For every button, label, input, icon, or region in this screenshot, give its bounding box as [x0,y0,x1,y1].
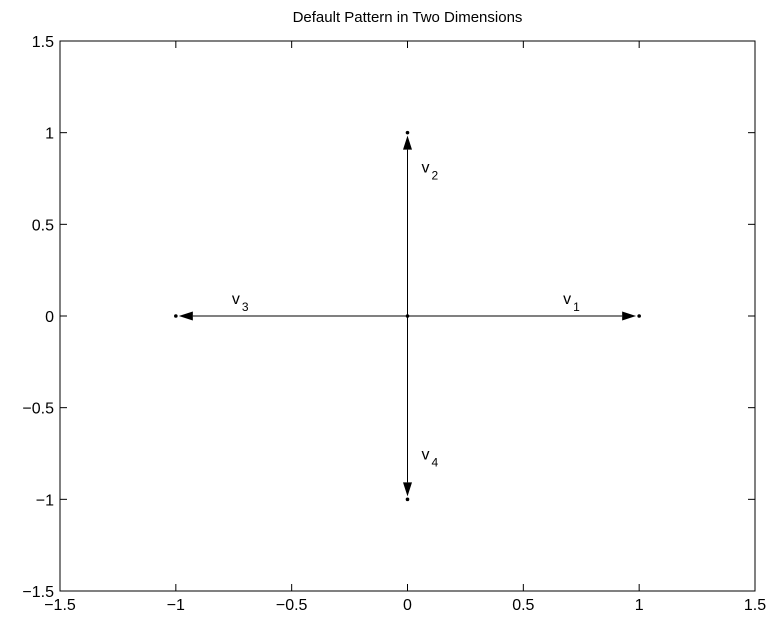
x-tick-label: 1 [635,597,644,614]
vector-label-name: v [232,291,240,308]
vector-label-name: v [422,160,430,177]
vector-endpoint [406,131,410,135]
vector-endpoint [174,314,178,318]
y-tick-label: 1.5 [32,34,54,51]
vectors: v 1v 2v 3v 4 [174,131,641,501]
x-tick-label: 1.5 [744,597,766,614]
vector-arrowhead [403,136,412,150]
y-tick-label: 0 [45,309,54,326]
vector-endpoint [637,314,641,318]
y-tick-label: 1 [45,126,54,143]
vector-label-name: v [422,446,430,463]
vector-arrowhead [403,482,412,496]
vector-label-subscript: 1 [573,300,580,314]
tick-labels: −1.5 −1 −0.5 0 0.5 1 1.5−1.5−1−0.500.511.5 [22,34,766,614]
vector-arrowhead [179,312,193,321]
vector-label-subscript: 2 [432,169,439,183]
vector-endpoint [406,498,410,502]
x-tick-label: −1 [167,597,185,614]
x-tick-label: 0.5 [512,597,534,614]
y-tick-label: −0.5 [22,401,54,418]
y-tick-label: −1 [36,492,54,509]
vector-label-subscript: 3 [242,300,249,314]
vector-label-name: v [563,291,571,308]
x-tick-label: 0 [403,597,412,614]
vector-arrowhead [622,312,636,321]
y-tick-label: −1.5 [22,584,54,601]
vector-label-subscript: 4 [432,455,439,469]
x-tick-label: −0.5 [276,597,308,614]
chart-title: Default Pattern in Two Dimensions [293,9,523,26]
y-tick-label: 0.5 [32,217,54,234]
